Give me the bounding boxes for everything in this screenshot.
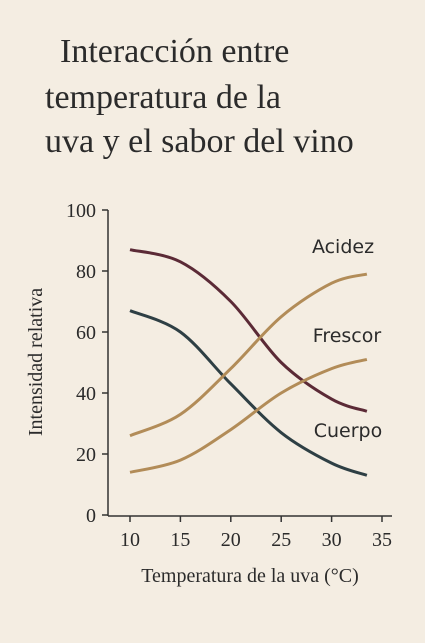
series-line [129, 309, 368, 477]
series-line [129, 272, 368, 438]
x-tick-label: 15 [170, 529, 190, 551]
series-label: Acidez [312, 236, 374, 258]
x-tick-label: 10 [120, 529, 140, 551]
y-tick-label: 100 [66, 200, 96, 222]
chart-title: Interacción entre [60, 33, 289, 70]
x-tick-label: 20 [221, 529, 241, 551]
series-line [129, 248, 368, 413]
y-tick-label: 40 [76, 383, 96, 405]
series-label: Cuerpo [314, 420, 383, 442]
y-tick-label: 60 [76, 322, 96, 344]
x-tick-label: 25 [271, 529, 291, 551]
x-tick-label: 35 [372, 529, 392, 551]
chart-title: uva y el sabor del vino [45, 123, 354, 160]
x-tick-label: 30 [322, 529, 342, 551]
series-label: Frescor [313, 325, 382, 347]
x-axis-label: Temperatura de la uva (°C) [141, 565, 359, 587]
series-line [129, 357, 368, 474]
y-tick-label: 20 [76, 444, 96, 466]
y-axis-label: Intensidad relativa [25, 288, 47, 436]
y-tick-label: 0 [86, 505, 96, 527]
chart-title: temperatura de la [45, 79, 281, 116]
y-tick-label: 80 [76, 261, 96, 283]
